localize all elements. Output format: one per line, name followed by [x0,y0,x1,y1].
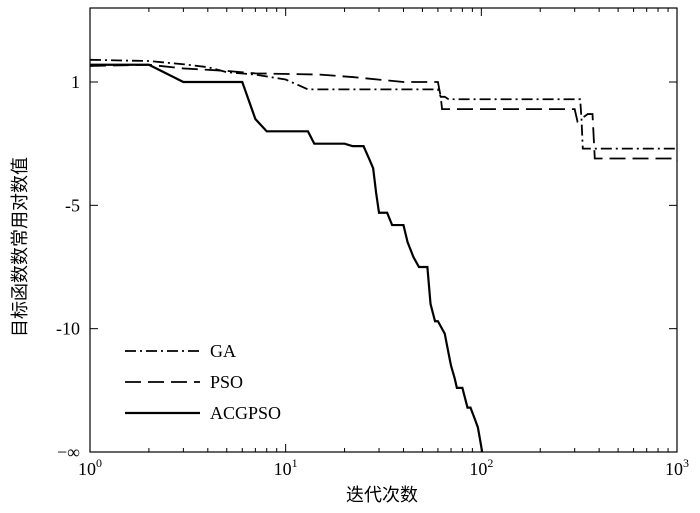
series-line-acgpso [90,63,484,453]
y-tick-label: −∞ [57,442,80,462]
plot-frame [89,7,678,453]
legend-label-pso: PSO [210,372,243,392]
y-tick-label: -10 [56,319,80,339]
x-tick-label: 100 [78,456,102,479]
x-tick-label: 101 [274,456,298,479]
axis-ticks: 100 101 102 103 1 -5 -10 −∞ [56,8,689,479]
x-tick-label: 103 [665,456,689,479]
series-line-pso [89,63,678,162]
x-tick-label: 102 [469,456,493,479]
legend-label-ga: GA [210,341,236,361]
y-axis-label: 目标函数数常用对数值 [10,157,31,337]
legend: GA PSO ACGPSO [125,341,281,423]
legend-label-acgpso: ACGPSO [210,403,281,423]
y-tick-label: -5 [65,195,80,215]
series-line-ga [89,58,677,150]
plot-area [89,7,678,453]
y-tick-label: 1 [71,72,80,92]
x-axis-label: 迭代次数 [346,485,418,506]
